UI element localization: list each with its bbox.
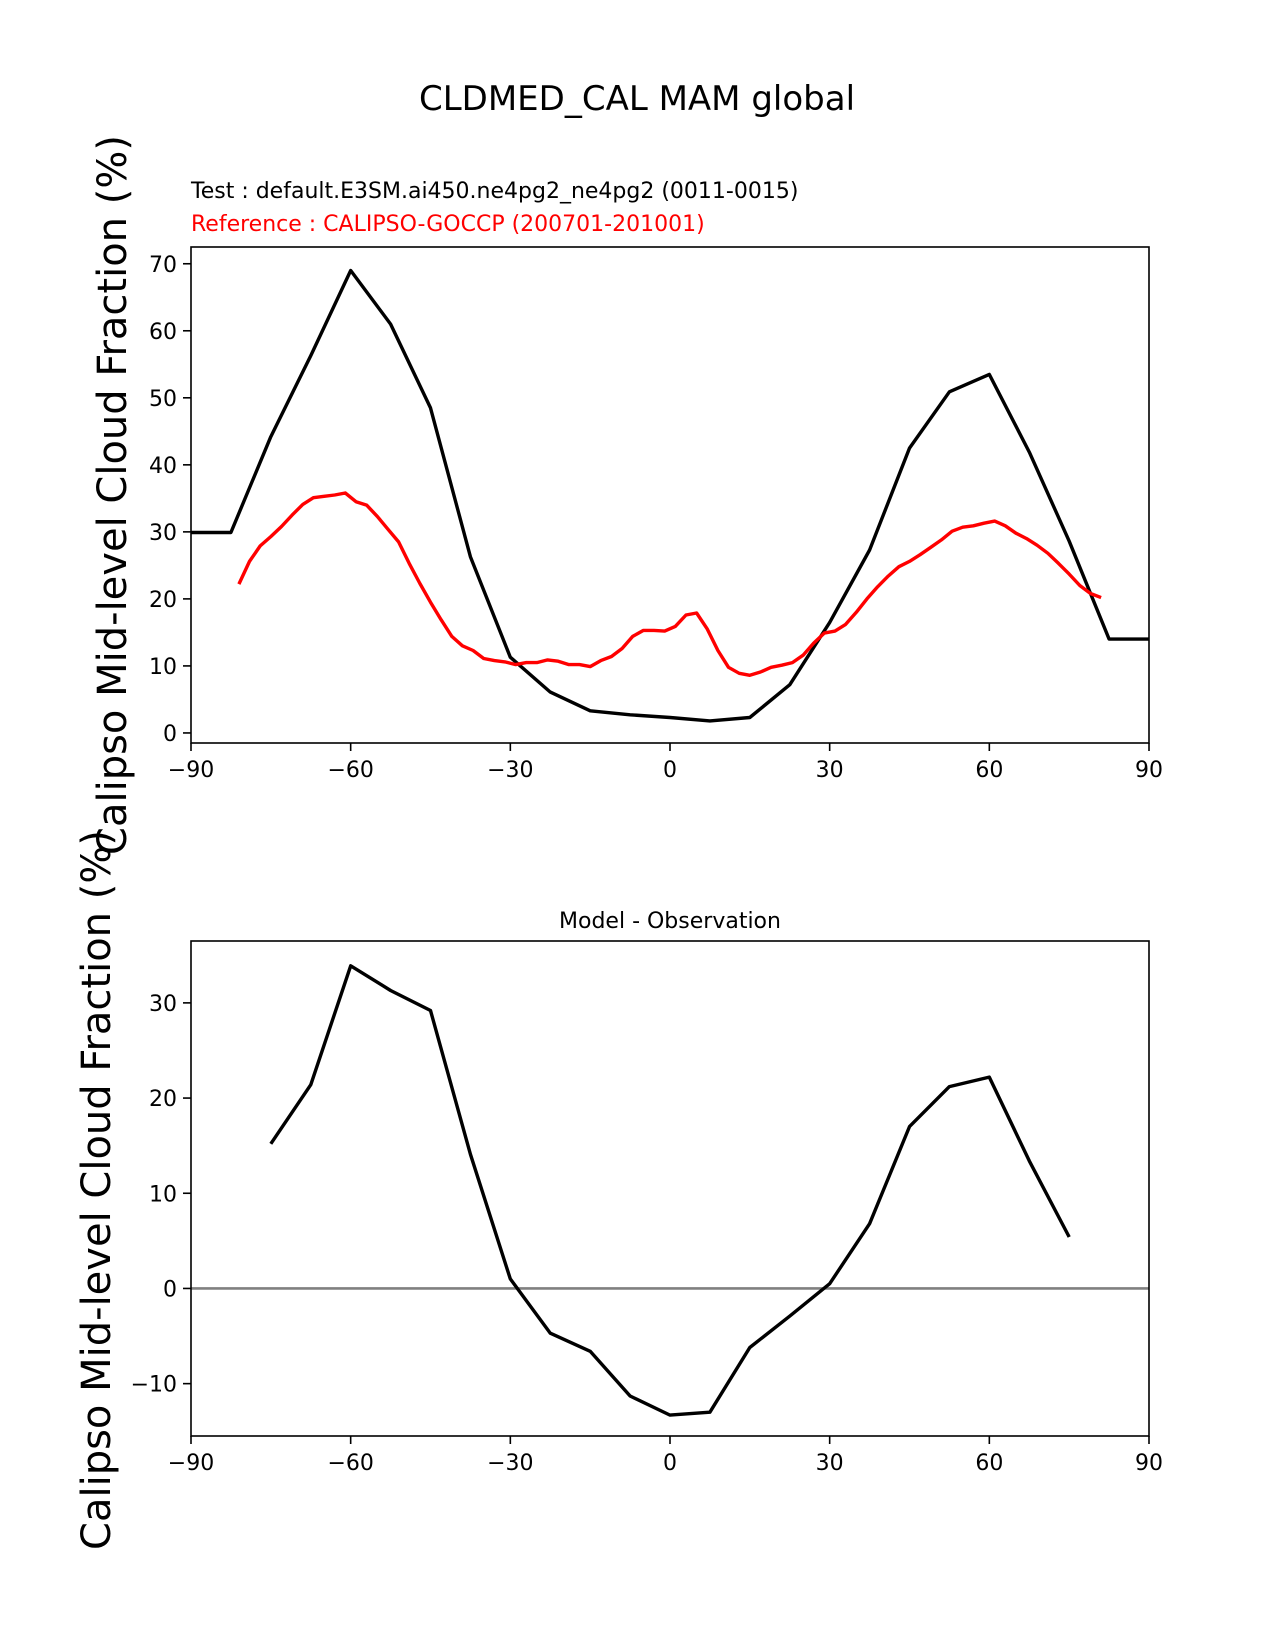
x-tick-label: −60 (327, 1451, 373, 1476)
y-tick-label: 0 (163, 722, 177, 747)
x-tick-label: 90 (1135, 758, 1163, 783)
top-panel: −90 −60 −30 0 30 60 90 0 10 20 30 40 50 60 70 Calipso M… (90, 135, 1163, 855)
y-tick-label: 20 (149, 1087, 177, 1112)
x-tick-label: 60 (975, 758, 1003, 783)
series-line-test (269, 964, 1071, 1417)
test-label: Test : default.E3SM.ai450.ne4pg2_ne4pg2 … (190, 179, 798, 204)
y-axis-label: Calipso Mid-level Cloud Fraction (%) (74, 830, 120, 1550)
panel-title: Model - Observation (559, 909, 781, 934)
series-line-test (191, 268, 1149, 723)
y-tick-label: −10 (131, 1373, 177, 1398)
y-axis-label: Calipso Mid-level Cloud Fraction (%) (90, 135, 136, 855)
y-tick-label: 10 (149, 1182, 177, 1207)
figure-title: CLDMED_CAL MAM global (419, 79, 855, 119)
series-line-reference (237, 491, 1102, 677)
x-tick-label: −30 (487, 758, 533, 783)
reference-label: Reference : CALIPSO-GOCCP (200701-201001… (191, 212, 705, 237)
y-tick-label: 30 (149, 992, 177, 1017)
y-tick-label: 0 (163, 1277, 177, 1302)
y-tick-label: 40 (149, 454, 177, 479)
y-tick-label: 70 (149, 253, 177, 278)
x-tick-label: 60 (975, 1451, 1003, 1476)
x-tick-label: −90 (168, 758, 214, 783)
y-tick-label: 50 (149, 387, 177, 412)
y-tick-label: 30 (149, 521, 177, 546)
x-tick-label: −60 (327, 758, 373, 783)
x-tick-label: 90 (1135, 1451, 1163, 1476)
x-tick-label: 30 (816, 758, 844, 783)
y-tick-label: 10 (149, 655, 177, 680)
x-tick-label: 30 (816, 1451, 844, 1476)
y-tick-label: 60 (149, 320, 177, 345)
x-tick-label: 0 (663, 758, 677, 783)
x-tick-label: 0 (663, 1451, 677, 1476)
y-tick-label: 20 (149, 588, 177, 613)
difference-panel: −90 −60 −30 0 30 60 90 −10 0 10 20 30 Calipso Mid-le… (74, 830, 1163, 1550)
x-tick-label: −90 (168, 1451, 214, 1476)
x-tick-label: −30 (487, 1451, 533, 1476)
